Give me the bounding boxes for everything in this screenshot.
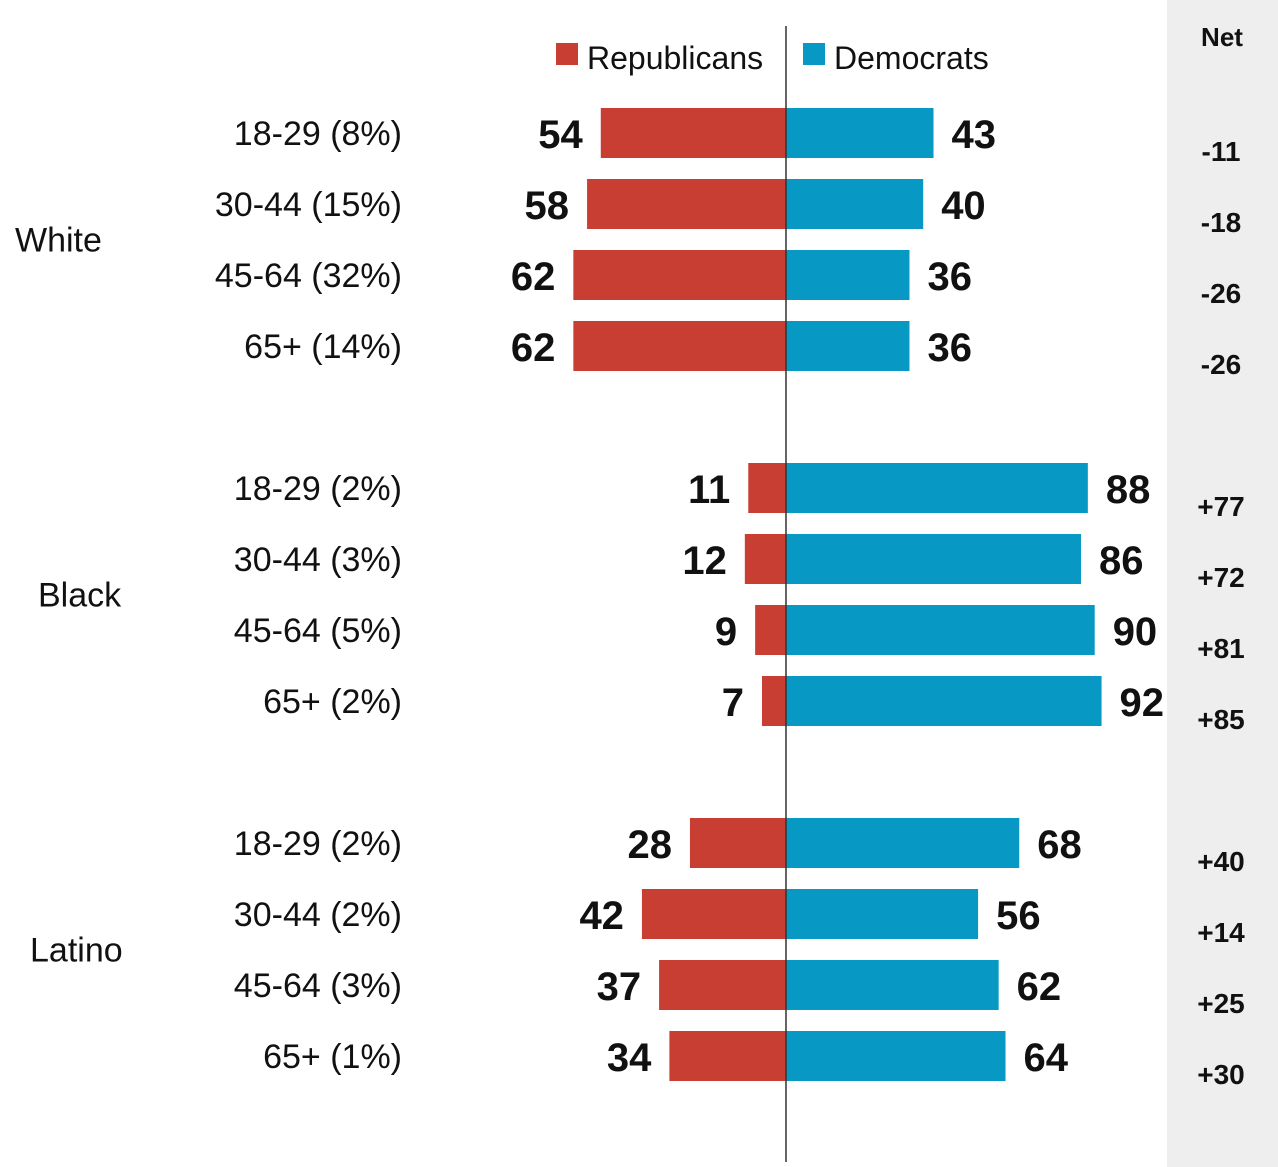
value-label-democrats: 40 bbox=[941, 184, 986, 228]
value-label-republicans: 34 bbox=[607, 1036, 652, 1080]
net-header: Net bbox=[1201, 22, 1243, 52]
bar-democrats bbox=[786, 534, 1081, 584]
value-label-republicans: 7 bbox=[722, 681, 744, 725]
bar-republicans bbox=[748, 463, 786, 513]
bar-democrats bbox=[786, 818, 1020, 868]
legend-label-republicans: Republicans bbox=[587, 40, 763, 76]
value-label-democrats: 64 bbox=[1024, 1036, 1069, 1080]
net-value: -26 bbox=[1201, 278, 1241, 309]
row-label: 30-44 (2%) bbox=[234, 896, 402, 934]
bar-republicans bbox=[573, 321, 786, 371]
bar-republicans bbox=[669, 1031, 786, 1081]
net-value: -18 bbox=[1201, 207, 1241, 238]
legend-label-democrats: Democrats bbox=[834, 40, 989, 76]
net-value: +72 bbox=[1197, 562, 1245, 593]
group-label: Latino bbox=[30, 932, 123, 970]
net-value: +81 bbox=[1197, 633, 1245, 664]
net-panel bbox=[1167, 0, 1278, 1167]
net-value: +25 bbox=[1197, 988, 1245, 1019]
legend-swatch-republicans bbox=[556, 43, 578, 65]
bar-democrats bbox=[786, 605, 1095, 655]
value-label-republicans: 9 bbox=[715, 610, 737, 654]
bar-republicans bbox=[659, 960, 786, 1010]
value-label-democrats: 62 bbox=[1017, 965, 1061, 1009]
value-label-republicans: 37 bbox=[597, 965, 642, 1009]
bar-republicans bbox=[600, 108, 786, 158]
row-label: 45-64 (5%) bbox=[234, 612, 402, 650]
row-label: 18-29 (2%) bbox=[234, 825, 402, 863]
value-label-republicans: 62 bbox=[511, 326, 556, 370]
group-label: White bbox=[15, 222, 102, 260]
row-label: 18-29 (8%) bbox=[234, 115, 402, 153]
bar-republicans bbox=[761, 676, 786, 726]
row-label: 45-64 (32%) bbox=[215, 257, 402, 295]
value-label-republicans: 58 bbox=[525, 184, 570, 228]
row-label: 45-64 (3%) bbox=[234, 967, 402, 1005]
bar-democrats bbox=[786, 960, 999, 1010]
bar-republicans bbox=[573, 250, 786, 300]
net-value: +40 bbox=[1197, 846, 1245, 877]
net-value: +14 bbox=[1197, 917, 1245, 948]
value-label-democrats: 92 bbox=[1120, 681, 1165, 725]
net-value: +30 bbox=[1197, 1059, 1245, 1090]
value-label-democrats: 86 bbox=[1099, 539, 1144, 583]
value-label-republicans: 11 bbox=[688, 468, 730, 512]
group-label: Black bbox=[38, 577, 122, 615]
value-label-republicans: 54 bbox=[538, 113, 583, 157]
bar-democrats bbox=[786, 179, 924, 229]
net-value: -26 bbox=[1201, 349, 1241, 380]
row-label: 18-29 (2%) bbox=[234, 470, 402, 508]
value-label-republicans: 42 bbox=[579, 894, 624, 938]
net-value: +77 bbox=[1197, 491, 1245, 522]
bar-democrats bbox=[786, 1031, 1006, 1081]
bar-republicans bbox=[755, 605, 786, 655]
value-label-republicans: 62 bbox=[511, 255, 556, 299]
bar-republicans bbox=[689, 818, 786, 868]
value-label-republicans: 28 bbox=[627, 823, 672, 867]
bar-republicans bbox=[641, 889, 786, 939]
value-label-democrats: 36 bbox=[927, 255, 972, 299]
net-value: -11 bbox=[1202, 136, 1241, 167]
legend-swatch-democrats bbox=[803, 43, 825, 65]
value-label-democrats: 36 bbox=[927, 326, 972, 370]
bar-democrats bbox=[786, 321, 910, 371]
net-value: +85 bbox=[1197, 704, 1245, 735]
bar-republicans bbox=[587, 179, 786, 229]
value-label-democrats: 88 bbox=[1106, 468, 1151, 512]
value-label-democrats: 68 bbox=[1037, 823, 1082, 867]
row-label: 30-44 (3%) bbox=[234, 541, 402, 579]
row-label: 65+ (2%) bbox=[263, 683, 402, 721]
bar-democrats bbox=[786, 676, 1102, 726]
row-label: 65+ (14%) bbox=[244, 328, 402, 366]
value-label-republicans: 12 bbox=[682, 539, 727, 583]
value-label-democrats: 56 bbox=[996, 894, 1041, 938]
bar-democrats bbox=[786, 463, 1088, 513]
bar-republicans bbox=[744, 534, 786, 584]
row-label: 30-44 (15%) bbox=[215, 186, 402, 224]
bar-democrats bbox=[786, 889, 979, 939]
bar-democrats bbox=[786, 250, 910, 300]
value-label-democrats: 43 bbox=[951, 113, 996, 157]
bar-democrats bbox=[786, 108, 934, 158]
row-label: 65+ (1%) bbox=[263, 1038, 402, 1076]
value-label-democrats: 90 bbox=[1113, 610, 1158, 654]
